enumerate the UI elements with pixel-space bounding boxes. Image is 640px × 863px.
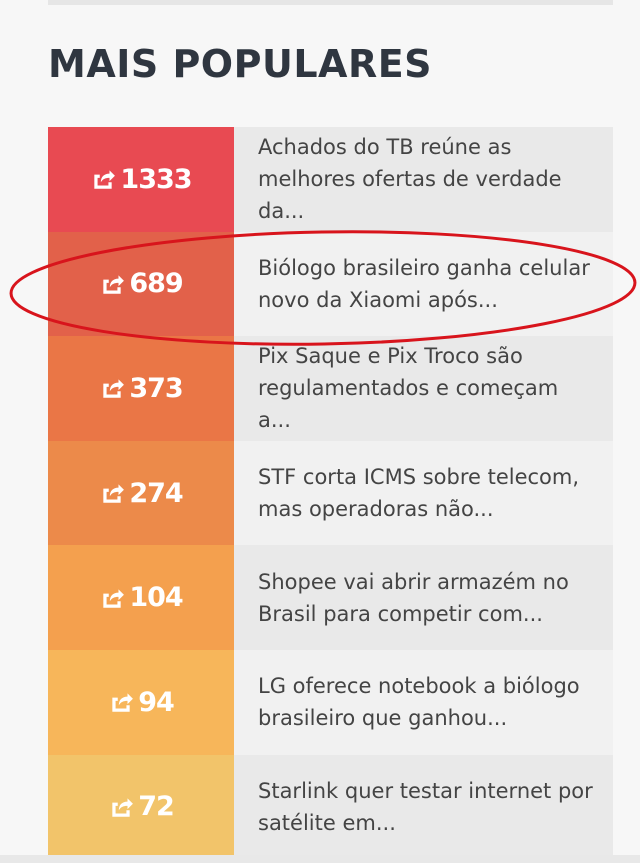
headline-link[interactable]: STF corta ICMS sobre telecom, mas operad… <box>234 440 613 546</box>
share-icon <box>103 379 125 399</box>
share-count: 373 <box>129 372 183 404</box>
bottom-divider <box>0 855 640 863</box>
share-icon <box>94 170 116 190</box>
section-title: MAIS POPULARES <box>48 42 433 86</box>
share-count-tile: 94 <box>48 649 234 755</box>
share-count-tile: 274 <box>48 440 234 546</box>
share-count-tile: 72 <box>48 754 234 860</box>
list-item[interactable]: 94 LG oferece notebook a biólogo brasile… <box>48 649 613 755</box>
share-count: 1333 <box>120 163 192 195</box>
share-count-tile: 373 <box>48 336 234 441</box>
list-item[interactable]: 1333 Achados do TB reúne as melhores ofe… <box>48 127 613 232</box>
share-icon <box>112 798 134 817</box>
share-icon <box>103 484 125 503</box>
share-count: 274 <box>129 477 183 509</box>
list-item[interactable]: 104 Shopee vai abrir armazém no Brasil p… <box>48 545 613 650</box>
share-count: 689 <box>129 268 183 300</box>
share-count-tile: 104 <box>48 545 234 650</box>
share-count: 94 <box>138 686 175 718</box>
share-icon <box>103 589 125 608</box>
share-icon <box>112 693 134 713</box>
share-icon <box>103 275 125 294</box>
headline-link[interactable]: Biólogo brasileiro ganha celular novo da… <box>234 231 613 337</box>
list-item[interactable]: 689 Biólogo brasileiro ganha celular nov… <box>48 231 613 337</box>
share-count: 72 <box>138 791 175 823</box>
list-item[interactable]: 274 STF corta ICMS sobre telecom, mas op… <box>48 440 613 546</box>
headline-link[interactable]: LG oferece notebook a biólogo brasileiro… <box>234 649 613 755</box>
popular-list: 1333 Achados do TB reúne as melhores ofe… <box>48 127 613 860</box>
share-count-tile: 689 <box>48 231 234 337</box>
top-divider <box>48 0 613 5</box>
headline-link[interactable]: Starlink quer testar internet por satéli… <box>234 754 613 860</box>
headline-link[interactable]: Achados do TB reúne as melhores ofertas … <box>234 127 613 232</box>
headline-link[interactable]: Shopee vai abrir armazém no Brasil para … <box>234 545 613 650</box>
share-count-tile: 1333 <box>48 127 234 232</box>
share-count: 104 <box>129 582 183 614</box>
list-item[interactable]: 72 Starlink quer testar internet por sat… <box>48 754 613 860</box>
list-item[interactable]: 373 Pix Saque e Pix Troco são regulament… <box>48 336 613 441</box>
headline-link[interactable]: Pix Saque e Pix Troco são regulamentados… <box>234 336 613 441</box>
